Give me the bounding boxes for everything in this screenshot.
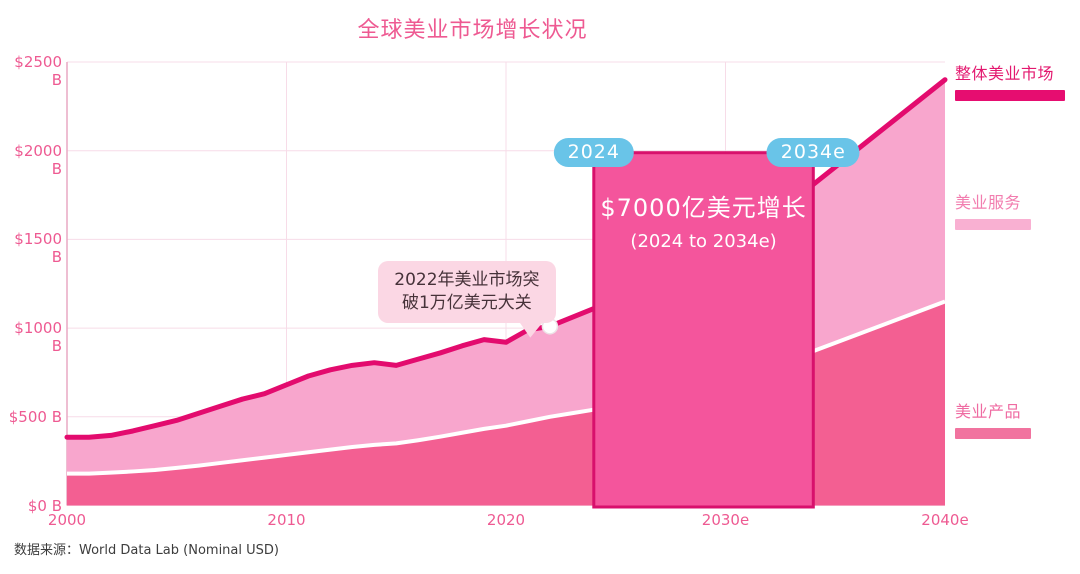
legend-swatch-products — [955, 428, 1031, 439]
legend-label-services: 美业服务 — [955, 193, 1022, 212]
x-tick-label: 2020 — [486, 511, 526, 529]
y-tick-label: $2500 B — [14, 53, 62, 89]
y-tick-label: $0 B — [27, 496, 62, 515]
legend-item-products: 美业产品 — [955, 398, 1031, 439]
x-tick-label: 2010 — [267, 511, 306, 529]
legend-label-total-market: 整体美业市场 — [955, 64, 1055, 83]
legend-item-services: 美业服务 — [955, 189, 1031, 230]
growth-highlight-rect — [592, 151, 815, 509]
series-separator-line — [67, 299, 946, 476]
growth-amount-text: $7000亿美元增长 — [600, 194, 807, 222]
growth-highlight-label: $7000亿美元增长 (2024 to 2034e) — [594, 188, 814, 252]
callout-text-line2: 破1万亿美元大关 — [401, 293, 532, 314]
x-tick-label: 2040e — [921, 511, 969, 529]
x-tick-label: 2000 — [47, 511, 87, 529]
milestone-callout: 2022年美业市场突 破1万亿美元大关 — [377, 261, 556, 338]
callout-text-line1: 2022年美业市场突 — [394, 270, 540, 291]
badge-2024: 2024 — [553, 138, 634, 167]
legend-swatch-total-market — [955, 90, 1065, 101]
y-tick-label: $1500 B — [14, 230, 62, 267]
data-source: 数据来源：World Data Lab (Nominal USD) — [14, 543, 279, 558]
y-tick-label: $1000 B — [14, 319, 62, 356]
y-tick-label: $2000 B — [14, 141, 62, 178]
y-tick-label: $500 B — [8, 407, 62, 426]
growth-period-text: (2024 to 2034e) — [630, 231, 777, 252]
legend-label-products: 美业产品 — [955, 402, 1022, 421]
legend-item-total-market: 整体美业市场 — [955, 60, 1065, 101]
chart-title: 全球美业市场增长状况 — [357, 18, 588, 43]
legend-swatch-services — [955, 219, 1031, 230]
badge-2034e: 2034e — [766, 138, 860, 167]
x-tick-label: 2030e — [701, 511, 750, 529]
